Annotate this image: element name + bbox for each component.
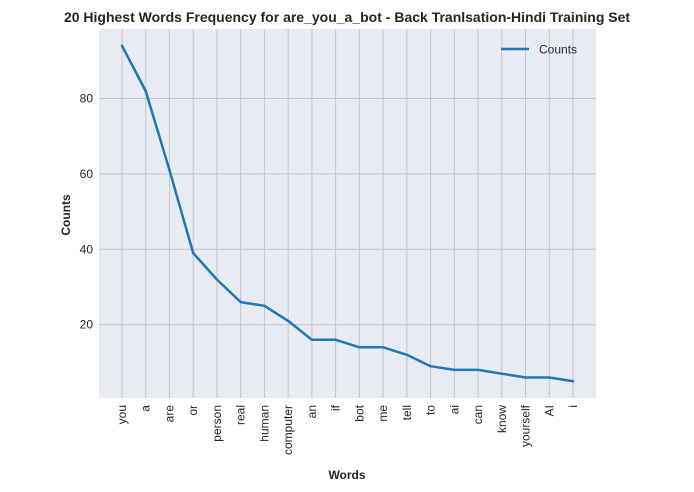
x-tick-label: know — [495, 405, 509, 433]
data-point — [500, 372, 504, 375]
data-point — [286, 319, 290, 323]
chart-title: 20 Highest Words Frequency for are_you_a… — [64, 9, 630, 25]
data-point — [144, 89, 147, 93]
x-tick-label: i — [566, 405, 580, 408]
x-tick-label: ai — [447, 405, 461, 414]
x-tick-label: can — [471, 405, 485, 424]
data-point — [381, 346, 385, 349]
y-tick-label: 40 — [80, 242, 94, 256]
data-point — [358, 346, 361, 349]
data-point — [453, 368, 456, 372]
legend: Counts — [501, 43, 577, 57]
data-point — [215, 278, 219, 281]
y-tick-label: 60 — [80, 167, 94, 181]
data-point — [310, 338, 314, 342]
x-tick-label: tell — [400, 405, 414, 420]
x-tick-label: computer — [281, 405, 295, 455]
series-line — [120, 45, 574, 383]
data-point — [405, 353, 409, 357]
x-tick-label: or — [186, 405, 200, 416]
x-tick-label: me — [376, 405, 390, 422]
x-tick-label: human — [257, 405, 271, 442]
x-tick-label: a — [139, 405, 153, 412]
x-tick-label: to — [424, 405, 438, 415]
y-tick-label: 20 — [80, 318, 94, 332]
grid — [99, 29, 596, 398]
data-point — [168, 168, 171, 172]
y-axis-label: Counts — [59, 194, 73, 236]
data-point — [524, 376, 527, 379]
data-point — [571, 379, 575, 383]
x-tick-label: yourself — [519, 404, 533, 447]
data-point — [548, 376, 551, 379]
x-tick-label: if — [329, 404, 343, 411]
x-tick-label: real — [234, 405, 248, 425]
series-layer — [120, 44, 575, 383]
y-ticks: 20 40 60 80 — [80, 92, 94, 332]
data-point — [239, 300, 242, 304]
x-tick-label: AI — [542, 405, 556, 416]
y-tick-label: 80 — [80, 92, 94, 106]
x-tick-label: an — [305, 405, 319, 418]
data-point — [429, 364, 432, 368]
data-point — [334, 338, 337, 342]
x-tick-label: person — [210, 405, 224, 442]
x-tick-label: bot — [352, 404, 366, 421]
legend-label: Counts — [539, 43, 577, 57]
x-axis-label: Words — [328, 468, 365, 482]
x-tick-label: you — [115, 405, 129, 424]
data-point — [263, 304, 266, 308]
data-point — [120, 44, 124, 48]
x-ticks: you a are or person real human computer an if bot m… — [115, 404, 580, 455]
data-point — [476, 368, 480, 372]
data-point — [191, 251, 195, 255]
x-tick-label: are — [162, 405, 176, 423]
